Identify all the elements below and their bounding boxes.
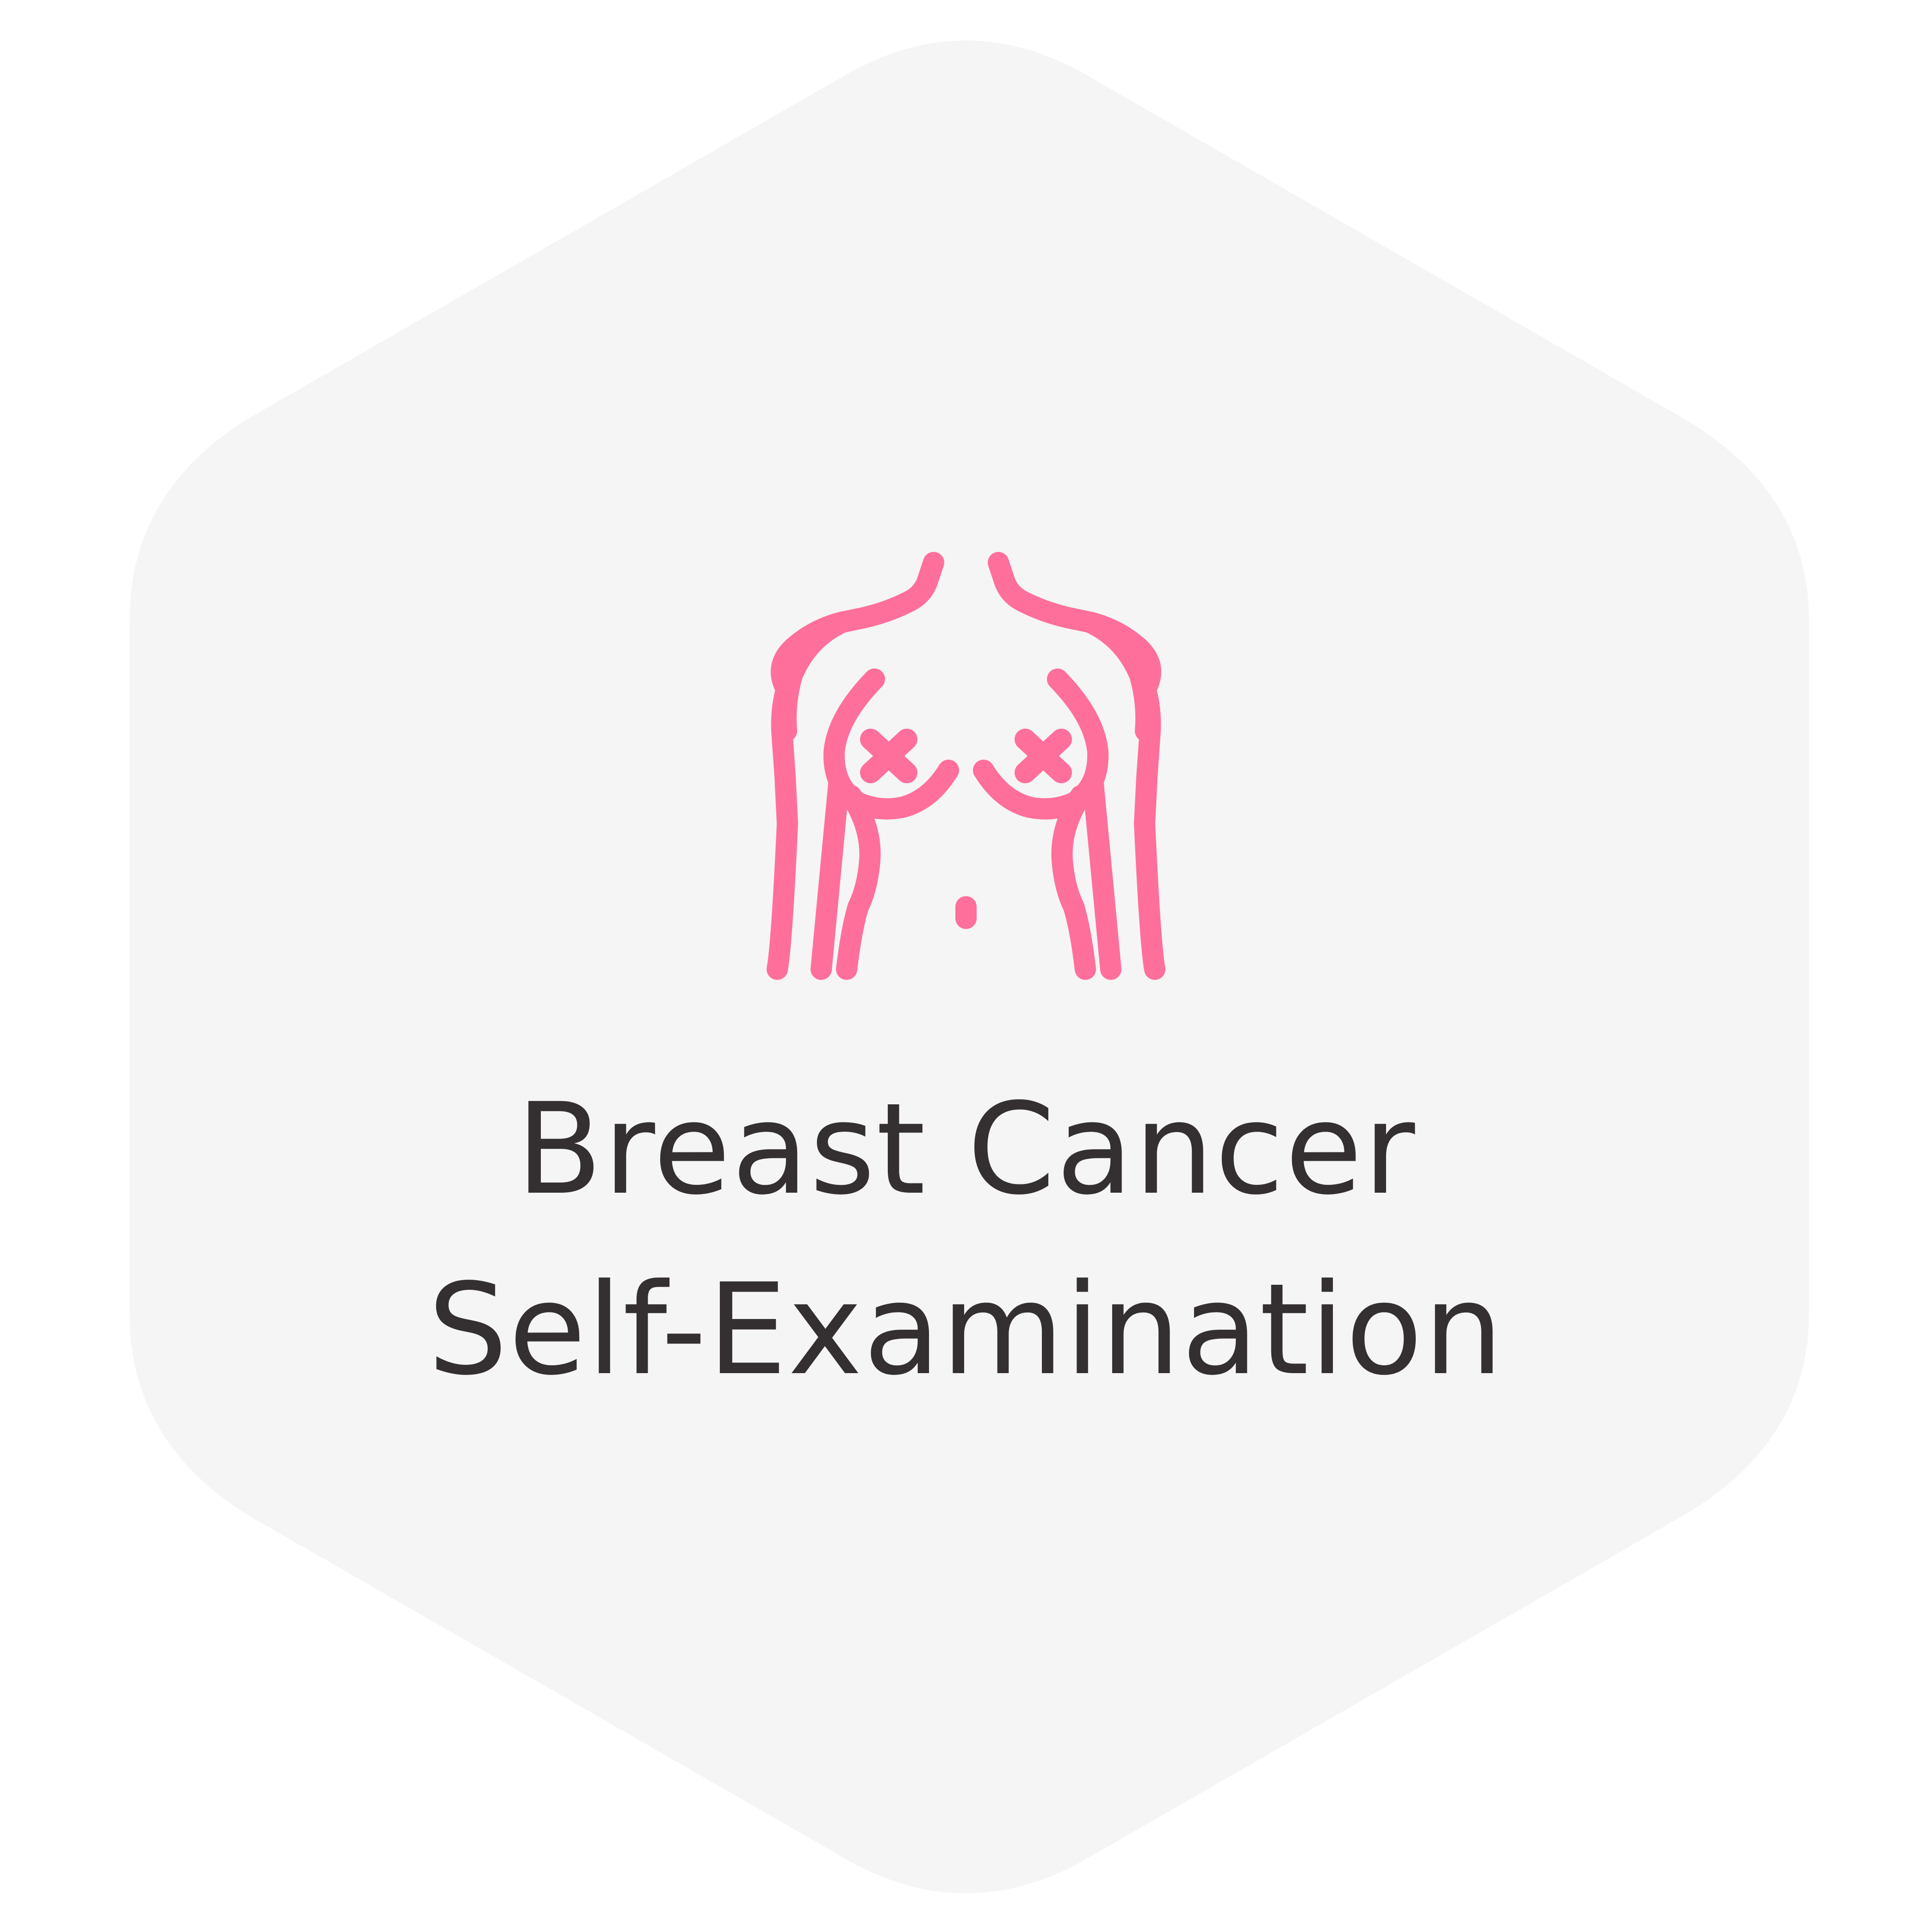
right-shoulder-outline	[988, 552, 1165, 980]
right-torso-line-inner	[1051, 785, 1096, 980]
badge-title: Breast Cancer Self-Examination	[0, 1059, 1932, 1420]
left-nipple-x-mark	[860, 729, 917, 783]
right-shoulder-inner	[1079, 612, 1157, 742]
left-torso-line-inner	[836, 785, 881, 980]
badge-title-line-1: Breast Cancer	[516, 1077, 1416, 1223]
right-nipple-x-mark	[1015, 729, 1072, 783]
left-shoulder-outline	[767, 552, 944, 980]
hexagon-shape	[130, 40, 1809, 1894]
left-torso-line-outer	[811, 774, 849, 980]
badge-title-line-2: Self-Examination	[427, 1257, 1505, 1403]
right-torso-line-outer	[1083, 774, 1121, 980]
left-shoulder-inner	[775, 612, 853, 742]
